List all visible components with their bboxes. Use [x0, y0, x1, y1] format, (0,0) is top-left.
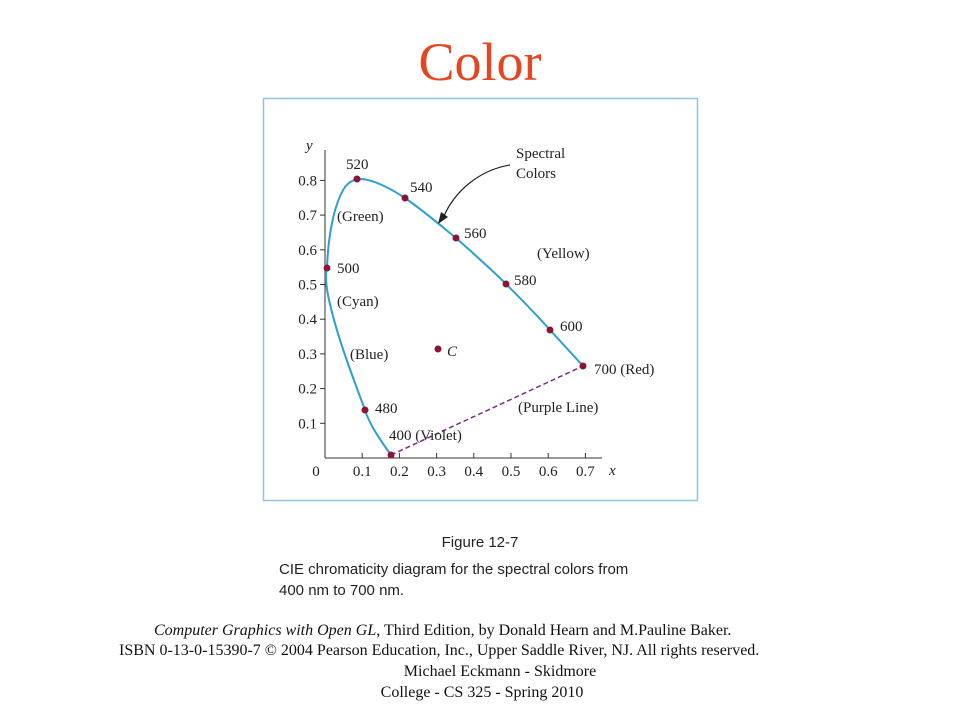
footer-line: Michael Eckmann - Skidmore — [404, 663, 596, 680]
annotation-arrow — [442, 164, 511, 219]
caption-line: CIE chromaticity diagram for the spectra… — [279, 561, 628, 578]
annotation: Spectral — [516, 146, 565, 162]
y-tick-label: 0.5 — [298, 278, 317, 294]
x-tick-label: 0.7 — [576, 464, 595, 480]
footer-line: College - CS 325 - Spring 2010 — [381, 684, 584, 701]
region-label: (Blue) — [350, 347, 388, 363]
point-label: 580 — [514, 273, 537, 289]
x-tick-label: 0.1 — [353, 464, 372, 480]
point-label: 540 — [410, 180, 433, 196]
point-label: 600 — [560, 319, 583, 335]
x-tick-label: 0.3 — [427, 464, 446, 480]
caption-line: 400 nm to 700 nm. — [279, 582, 404, 599]
y-tick-label: 0.3 — [298, 347, 317, 363]
figure-frame — [262, 97, 699, 502]
purple-line — [390, 365, 584, 456]
citation-rest: , Third Edition, by Donald Hearn and M.P… — [376, 622, 731, 639]
citation: Computer Graphics with Open GL, Third Ed… — [154, 622, 731, 639]
arrow-head — [438, 212, 448, 224]
spectral-point — [323, 264, 331, 272]
x-tick-label: 0.4 — [464, 464, 483, 480]
point-label: 480 — [375, 401, 398, 417]
x-axis-label: x — [608, 463, 616, 479]
x-tick-label: 0.6 — [539, 464, 558, 480]
point-label: 500 — [337, 261, 360, 277]
point-label: 520 — [346, 157, 369, 173]
spectral-point — [579, 362, 587, 370]
point-c — [434, 345, 442, 353]
x-tick-label: 0 — [312, 464, 320, 480]
y-tick-label: 0.1 — [298, 416, 317, 432]
y-tick-label: 0.7 — [298, 208, 317, 224]
spectral-point — [361, 406, 369, 414]
point-label: 400 (Violet) — [389, 428, 462, 444]
spectral-point — [546, 326, 554, 334]
spectral-point — [502, 280, 510, 288]
point-label: 700 (Red) — [594, 362, 654, 378]
figure: C y x Spectral Colors 0.1 0.2 0.3 0.4 0.5 0.6… — [298, 138, 654, 480]
point-label: 560 — [464, 226, 487, 242]
spectral-point — [353, 175, 361, 183]
y-axis-label: y — [304, 138, 313, 154]
y-tick-label: 0.4 — [298, 312, 317, 328]
point-c-label: C — [447, 344, 458, 360]
isbn-line: ISBN 0-13-0-15390-7 © 2004 Pearson Educa… — [119, 642, 759, 659]
x-tick-label: 0.5 — [502, 464, 521, 480]
book-title: Computer Graphics with Open GL — [154, 622, 376, 639]
y-tick-label: 0.8 — [298, 173, 317, 189]
figure-number: Figure 12-7 — [442, 534, 519, 551]
spectral-point — [401, 194, 409, 202]
region-label: (Cyan) — [337, 294, 379, 310]
region-label: (Green) — [337, 209, 384, 225]
annotation: Colors — [516, 166, 556, 182]
spectral-point — [387, 451, 395, 459]
x-tick-label: 0.2 — [390, 464, 409, 480]
y-tick-label: 0.2 — [298, 382, 317, 398]
y-tick-label: 0.6 — [298, 243, 317, 259]
slide-title: Color — [418, 32, 541, 92]
spectral-point — [452, 234, 460, 242]
region-label: (Purple Line) — [518, 400, 598, 416]
region-label: (Yellow) — [537, 246, 590, 262]
